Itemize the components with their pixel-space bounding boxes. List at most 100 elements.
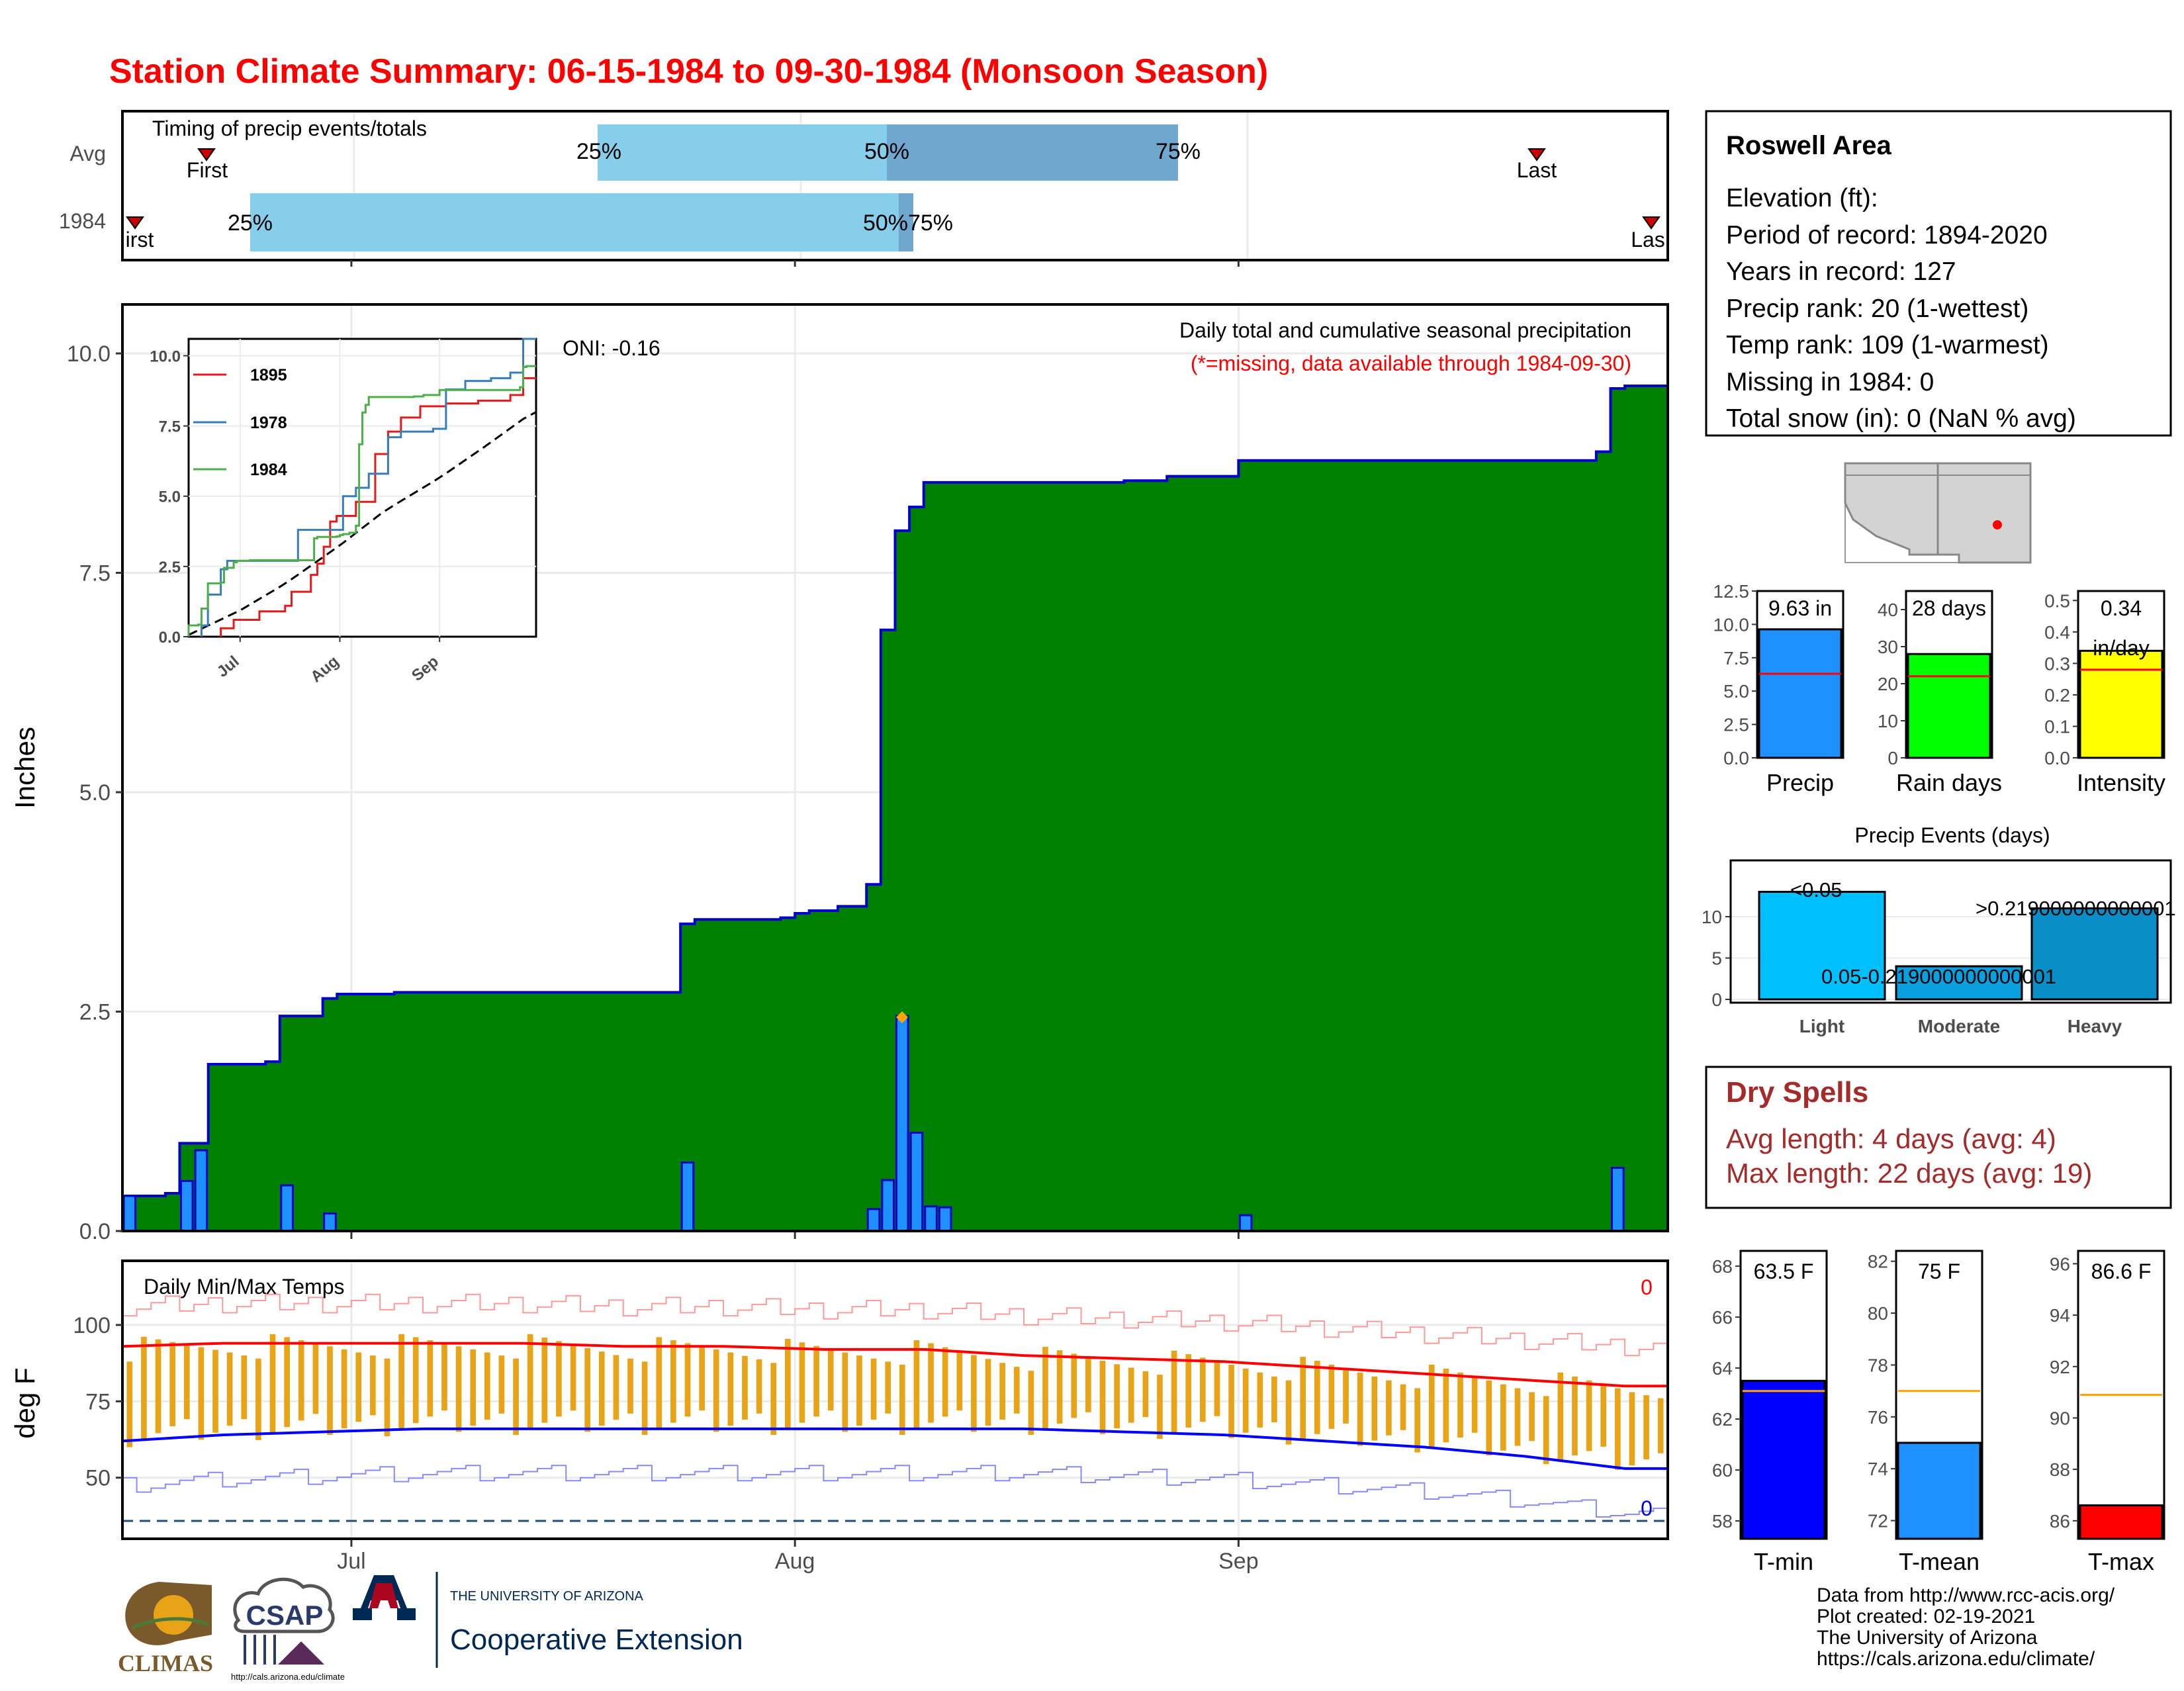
inset-normal-line bbox=[188, 411, 537, 636]
temp-summary-ytick: 62 bbox=[1712, 1409, 1733, 1430]
daily-precip-bar bbox=[323, 1212, 337, 1232]
daily-temp-bar bbox=[155, 1339, 161, 1434]
daily-precip-bar bbox=[1611, 1167, 1625, 1232]
daily-temp-bar bbox=[641, 1361, 648, 1436]
inset-ytick: 5.0 bbox=[159, 488, 181, 506]
daily-temp-bar bbox=[1586, 1380, 1592, 1451]
legend-1984: 1984 bbox=[250, 461, 287, 479]
yr-last-label: Las bbox=[1631, 228, 1665, 251]
events-ytick: 5 bbox=[1711, 948, 1722, 969]
dry-spells: Dry Spells Avg length: 4 days (avg: 4) M… bbox=[1705, 1066, 2172, 1209]
climas-label: CLIMAS bbox=[118, 1650, 213, 1676]
daily-temp-bar bbox=[298, 1340, 304, 1421]
credit-line-1: Data from http://www.rcc-acis.org/ bbox=[1817, 1584, 2115, 1606]
daily-temp-bar bbox=[913, 1340, 920, 1429]
station-precip-rank: Precip rank: 20 (1-wettest) bbox=[1726, 295, 2028, 323]
events-label-moderate: 0.05-0.219000000000001 bbox=[1821, 965, 2056, 988]
inset-legend: 1895 1978 1984 bbox=[193, 366, 287, 479]
daily-temp-bar bbox=[713, 1349, 719, 1432]
daily-temp-bar bbox=[1357, 1372, 1363, 1446]
precip-ytick: 2.5 bbox=[79, 1000, 111, 1025]
daily-temp-bar bbox=[928, 1343, 934, 1423]
daily-temp-bar bbox=[1572, 1376, 1578, 1456]
summary-unit: in/day bbox=[2093, 636, 2149, 660]
dry-avg: Avg length: 4 days (avg: 4) bbox=[1726, 1123, 2056, 1154]
daily-temp-bar bbox=[1543, 1396, 1549, 1465]
temp-ylabel: deg F bbox=[9, 1367, 40, 1438]
summary-ytick: 10 bbox=[1878, 711, 1898, 731]
daily-temp-bar bbox=[613, 1355, 619, 1420]
temp-summary-ytick: 86 bbox=[2050, 1511, 2070, 1531]
temp-summary-value: 63.5 F bbox=[1754, 1259, 1814, 1283]
daily-temp-bar bbox=[498, 1355, 505, 1414]
daily-temp-bar bbox=[1099, 1360, 1106, 1434]
daily-temp-bar bbox=[1457, 1372, 1463, 1438]
daily-temp-bar bbox=[870, 1358, 877, 1420]
timing-row-avg: Avg bbox=[69, 142, 106, 165]
oni-label: ONI: -0.16 bbox=[563, 336, 660, 360]
daily-temp-bar bbox=[827, 1349, 834, 1411]
daily-temp-bar bbox=[1171, 1350, 1177, 1434]
precip-ytick: 5.0 bbox=[79, 780, 111, 805]
daily-temp-bar bbox=[527, 1334, 533, 1429]
summary-ytick: 12.5 bbox=[1713, 581, 1750, 602]
summary-ytick: 0.0 bbox=[1723, 748, 1749, 768]
daily-temp-bar bbox=[1500, 1384, 1506, 1451]
temp-summary-ytick: 74 bbox=[1868, 1459, 1888, 1479]
daily-temp-bar bbox=[1428, 1364, 1435, 1447]
temp-ytick: 50 bbox=[85, 1466, 111, 1491]
daily-temp-bar bbox=[255, 1358, 261, 1440]
daily-temp-bar bbox=[942, 1347, 948, 1417]
daily-temp-bar bbox=[1615, 1388, 1621, 1470]
avg-bar-25-50 bbox=[598, 124, 887, 181]
summary-bar bbox=[1758, 628, 1843, 759]
daily-temp-bar bbox=[570, 1344, 576, 1411]
temp-summary-bar bbox=[1741, 1379, 1826, 1540]
inset-ytick: 0.0 bbox=[159, 629, 181, 647]
daily-temp-bar bbox=[727, 1352, 734, 1426]
daily-temp-bar bbox=[556, 1341, 562, 1417]
daily-temp-bar bbox=[1056, 1350, 1063, 1424]
footer-credits: Data from http://www.rcc-acis.org/ Plot … bbox=[1817, 1584, 2115, 1670]
daily-temp-bar bbox=[284, 1337, 290, 1428]
temp-summary-ytick: 64 bbox=[1712, 1358, 1733, 1379]
avg-p75-label: 75% bbox=[1156, 139, 1201, 164]
daily-temp-bar bbox=[1257, 1372, 1263, 1428]
daily-temp-bar bbox=[813, 1346, 819, 1417]
temp-ytick: 75 bbox=[85, 1389, 111, 1414]
station-years: Years in record: 127 bbox=[1726, 257, 1956, 286]
timing-row-1984: 1984 bbox=[59, 209, 106, 233]
avg-max-line bbox=[122, 1342, 1668, 1388]
daily-temp-bar bbox=[1343, 1368, 1349, 1424]
summary-label: Precip bbox=[1766, 769, 1834, 796]
station-missing: Missing in 1984: 0 bbox=[1726, 368, 1934, 396]
daily-temp-bar bbox=[513, 1358, 519, 1436]
daily-temp-bar bbox=[327, 1346, 333, 1436]
daily-temp-bar bbox=[312, 1343, 319, 1414]
summary-value: 9.63 in bbox=[1768, 596, 1832, 620]
events-category: Light bbox=[1799, 1016, 1844, 1036]
daily-temp-bar bbox=[183, 1344, 190, 1420]
daily-precip-bar bbox=[1238, 1214, 1253, 1232]
summary-ytick: 40 bbox=[1878, 600, 1898, 620]
temp-min-count: 0 bbox=[1641, 1496, 1653, 1520]
events-category: Moderate bbox=[1918, 1016, 2000, 1036]
daily-precip-bar bbox=[194, 1149, 208, 1232]
daily-temp-bar bbox=[1643, 1395, 1649, 1459]
temp-summary-ytick: 68 bbox=[1712, 1256, 1733, 1277]
daily-precip-bar bbox=[179, 1179, 194, 1232]
cumulative-precip-area bbox=[121, 385, 1669, 1232]
daily-temp-bar bbox=[427, 1340, 433, 1417]
daily-precip-bar bbox=[280, 1184, 294, 1232]
daily-temp-bar bbox=[1042, 1346, 1048, 1430]
avg-p50-label: 50% bbox=[864, 139, 909, 164]
station-temp-rank: Temp rank: 109 (1-warmest) bbox=[1726, 331, 2049, 359]
daily-temp-bar bbox=[355, 1352, 362, 1422]
daily-precip-bar bbox=[680, 1162, 695, 1232]
daily-temp-bar bbox=[1514, 1388, 1521, 1446]
summary-label: Rain days bbox=[1896, 769, 2002, 796]
inset-ytick: 2.5 bbox=[159, 559, 181, 576]
yr-p50-75-label: 50%75% bbox=[863, 210, 953, 236]
dry-max: Max length: 22 days (avg: 19) bbox=[1726, 1158, 2092, 1189]
